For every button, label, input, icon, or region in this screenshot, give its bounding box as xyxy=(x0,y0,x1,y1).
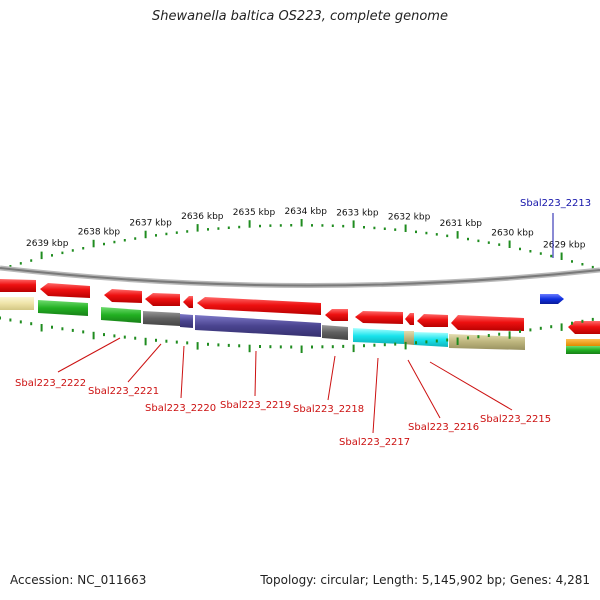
cog-block xyxy=(566,339,600,346)
gene-feature[interactable] xyxy=(183,296,193,308)
ruler-label: 2639 kbp xyxy=(26,239,69,249)
map-title: Shewanella baltica OS223, complete genom… xyxy=(152,9,448,24)
cog-block xyxy=(0,297,34,310)
gene-label-sbal223-2217[interactable]: Sbal223_2217 xyxy=(339,437,410,448)
cog-block xyxy=(404,331,414,345)
callout-line xyxy=(57,337,121,373)
gene-feature[interactable] xyxy=(197,297,321,315)
gene-feature[interactable] xyxy=(355,311,403,324)
gene-sbal223-2213-feature[interactable] xyxy=(540,294,564,304)
ruler-label: 2632 kbp xyxy=(388,213,431,223)
cog-block xyxy=(566,346,600,354)
genome-backbone-line xyxy=(0,267,600,287)
gene-label-sbal223-2216[interactable]: Sbal223_2216 xyxy=(408,422,479,433)
accession-text: Accession: NC_011663 xyxy=(10,573,147,587)
gene-label-sbal223-2215[interactable]: Sbal223_2215 xyxy=(480,414,551,425)
callout-line xyxy=(180,345,185,399)
gene-label-sbal223-2220[interactable]: Sbal223_2220 xyxy=(145,403,216,414)
cog-block xyxy=(414,332,448,347)
callout-line xyxy=(429,361,513,411)
ruler-label: 2633 kbp xyxy=(336,208,379,218)
gene-label-sbal223-2219[interactable]: Sbal223_2219 xyxy=(220,400,291,411)
callout-line xyxy=(372,357,379,434)
cog-block xyxy=(449,334,525,350)
ruler-label: 2638 kbp xyxy=(78,227,121,237)
ruler-label: 2637 kbp xyxy=(129,218,172,228)
ruler-label: 2635 kbp xyxy=(233,208,276,218)
forward-strand xyxy=(540,294,564,304)
cog-block xyxy=(143,311,180,326)
gene-feature[interactable] xyxy=(0,279,36,292)
gene-feature[interactable] xyxy=(417,314,448,327)
ruler-ticks xyxy=(0,219,594,271)
gene-feature[interactable] xyxy=(325,309,348,321)
ruler-label: 2634 kbp xyxy=(285,207,328,217)
inner-ticks xyxy=(0,316,594,353)
ruler-label: 2629 kbp xyxy=(543,240,586,250)
cog-block xyxy=(322,325,348,340)
gene-feature[interactable] xyxy=(104,289,142,303)
callout-line xyxy=(127,343,162,383)
gene-label-sbal223-2213[interactable]: Sbal223_2213 xyxy=(520,198,591,209)
gene-feature[interactable] xyxy=(405,313,414,325)
gene-feature[interactable] xyxy=(568,321,600,334)
gene-labels: Sbal223_2213 Sbal223_2215 Sbal223_2216 S… xyxy=(15,198,591,448)
cog-block xyxy=(353,328,404,344)
ruler-label: 2630 kbp xyxy=(491,228,534,238)
gene-label-sbal223-2221[interactable]: Sbal223_2221 xyxy=(88,386,159,397)
callout-line xyxy=(407,359,441,419)
ruler-label: 2636 kbp xyxy=(181,212,224,222)
cog-block xyxy=(180,314,193,328)
cog-block xyxy=(101,307,141,323)
ruler-label: 2631 kbp xyxy=(440,219,483,229)
gene-callouts xyxy=(57,213,554,434)
ruler-labels: 2639 kbp 2638 kbp 2637 kbp 2636 kbp 2635 kbp… xyxy=(26,207,586,250)
cog-block xyxy=(195,315,321,337)
reverse-strand-red xyxy=(0,279,600,334)
topology-text: Topology: circular; Length: 5,145,902 bp… xyxy=(260,573,590,587)
callout-line xyxy=(327,355,336,401)
gene-feature[interactable] xyxy=(145,293,180,306)
gene-label-sbal223-2222[interactable]: Sbal223_2222 xyxy=(15,378,86,389)
gene-label-sbal223-2218[interactable]: Sbal223_2218 xyxy=(293,404,364,415)
cog-block xyxy=(38,300,88,316)
cog-band xyxy=(0,297,600,354)
gene-feature[interactable] xyxy=(451,315,524,331)
gene-feature[interactable] xyxy=(40,283,90,298)
callout-line xyxy=(254,350,257,397)
